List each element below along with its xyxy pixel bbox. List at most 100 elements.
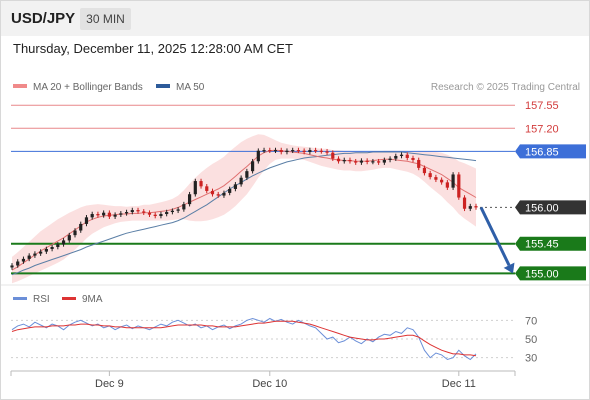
rsi-ma-line: [11, 320, 477, 357]
candle-body: [96, 214, 100, 216]
rsi-panel: 30 50 70: [11, 315, 537, 365]
candle-body: [79, 223, 83, 231]
candle-body: [84, 217, 89, 224]
candle-body: [405, 154, 409, 158]
timeframe-badge[interactable]: 30 MIN: [80, 8, 131, 30]
candle-body: [445, 182, 449, 188]
candle-body: [434, 177, 438, 180]
candlesticks: [10, 147, 478, 270]
candle-body: [193, 181, 197, 195]
credit-label: Research © 2025 Trading Central: [431, 82, 580, 93]
candle-body: [130, 210, 134, 213]
bollinger-band-area: [12, 134, 476, 284]
header-bar: USD/JPY 30 MIN: [1, 1, 589, 36]
moving-averages: [11, 149, 477, 276]
candle-body: [371, 161, 375, 163]
level-label-155.00: 155.00: [525, 268, 559, 280]
candle-body: [16, 261, 20, 266]
rsi-legend-swatch: [13, 297, 27, 300]
candle-body: [394, 155, 398, 159]
candle-body: [67, 235, 71, 241]
candle-body: [50, 247, 54, 249]
candle-body: [474, 206, 478, 208]
candle-body: [348, 159, 352, 162]
candle-body: [39, 251, 43, 254]
rsi-ma-legend-swatch: [62, 297, 76, 300]
candle-body: [336, 158, 341, 162]
candle-body: [21, 258, 26, 262]
candle-body: [319, 150, 323, 152]
ma50-line: [11, 151, 477, 276]
candle-body: [199, 181, 203, 187]
candle-body: [250, 161, 255, 172]
candle-body: [354, 161, 358, 163]
level-label-156.00: 156.00: [525, 202, 559, 214]
candle-body: [457, 174, 461, 198]
candle-body: [165, 212, 169, 215]
rsi-tick-30: 30: [525, 353, 537, 365]
candle-body: [462, 197, 467, 209]
level-label-157.20: 157.20: [525, 123, 559, 135]
x-tick-label: Dec 10: [252, 378, 287, 390]
candle-body: [308, 150, 312, 153]
x-tick-label: Dec 11: [442, 378, 476, 390]
forecast-arrow-shaft: [479, 206, 511, 266]
candle-body: [331, 152, 335, 159]
candle-body: [73, 230, 77, 236]
candle-body: [314, 150, 318, 152]
candle-body: [187, 194, 192, 205]
candle-body: [245, 171, 249, 178]
candle-body: [222, 192, 226, 196]
level-label-156.85: 156.85: [525, 146, 559, 158]
candle-body: [302, 150, 306, 153]
candle-body: [233, 184, 238, 189]
candle-body: [428, 173, 432, 178]
candle-body: [107, 212, 111, 217]
level-tag-156.00: [515, 200, 586, 215]
candle-body: [228, 188, 232, 193]
candle-body: [256, 150, 260, 162]
candle-body: [90, 214, 94, 218]
ma50-legend-swatch: [156, 84, 170, 88]
candle-body: [239, 177, 243, 185]
rsi-tick-50: 50: [525, 334, 537, 346]
x-tick-label: Dec 9: [95, 378, 124, 390]
forecast-arrow: [479, 206, 515, 274]
candle-body: [285, 150, 289, 153]
candle-body: [102, 212, 106, 216]
candle-body: [61, 240, 66, 245]
x-axis-ticks: Dec 9 Dec 10 Dec 11: [10, 371, 516, 390]
ma50-legend-label: MA 50: [176, 82, 205, 93]
candle-body: [377, 161, 381, 163]
candle-body: [268, 150, 272, 152]
candle-body: [422, 167, 427, 174]
candle-body: [153, 214, 157, 217]
candle-body: [273, 150, 278, 152]
candle-body: [210, 190, 215, 195]
candle-body: [147, 212, 152, 215]
candle-body: [365, 160, 369, 162]
symbol-title: USD/JPY: [11, 10, 76, 27]
rsi-ma-legend-label: 9MA: [82, 294, 103, 305]
forecast-arrow-head: [503, 262, 515, 274]
candle-body: [136, 210, 140, 212]
candle-body: [279, 150, 283, 153]
candle-body: [382, 159, 386, 163]
candle-body: [159, 214, 163, 217]
level-label-155.45: 155.45: [525, 239, 559, 251]
candle-body: [27, 255, 31, 259]
candle-body: [325, 151, 329, 153]
candle-body: [399, 154, 404, 156]
level-tag-155.00: [515, 266, 586, 281]
level-tags: 157.55 157.20 156.85 156.00 155.45 155.00: [515, 100, 586, 281]
ma20-legend-swatch: [13, 84, 27, 88]
candle-body: [170, 210, 174, 213]
level-tag-155.45: [515, 236, 586, 251]
ma20-legend-label: MA 20 + Bollinger Bands: [33, 82, 143, 93]
candle-body: [291, 150, 295, 152]
candle-body: [359, 160, 364, 163]
candle-body: [440, 179, 444, 183]
candle-body: [451, 174, 455, 188]
candle-body: [205, 186, 209, 191]
